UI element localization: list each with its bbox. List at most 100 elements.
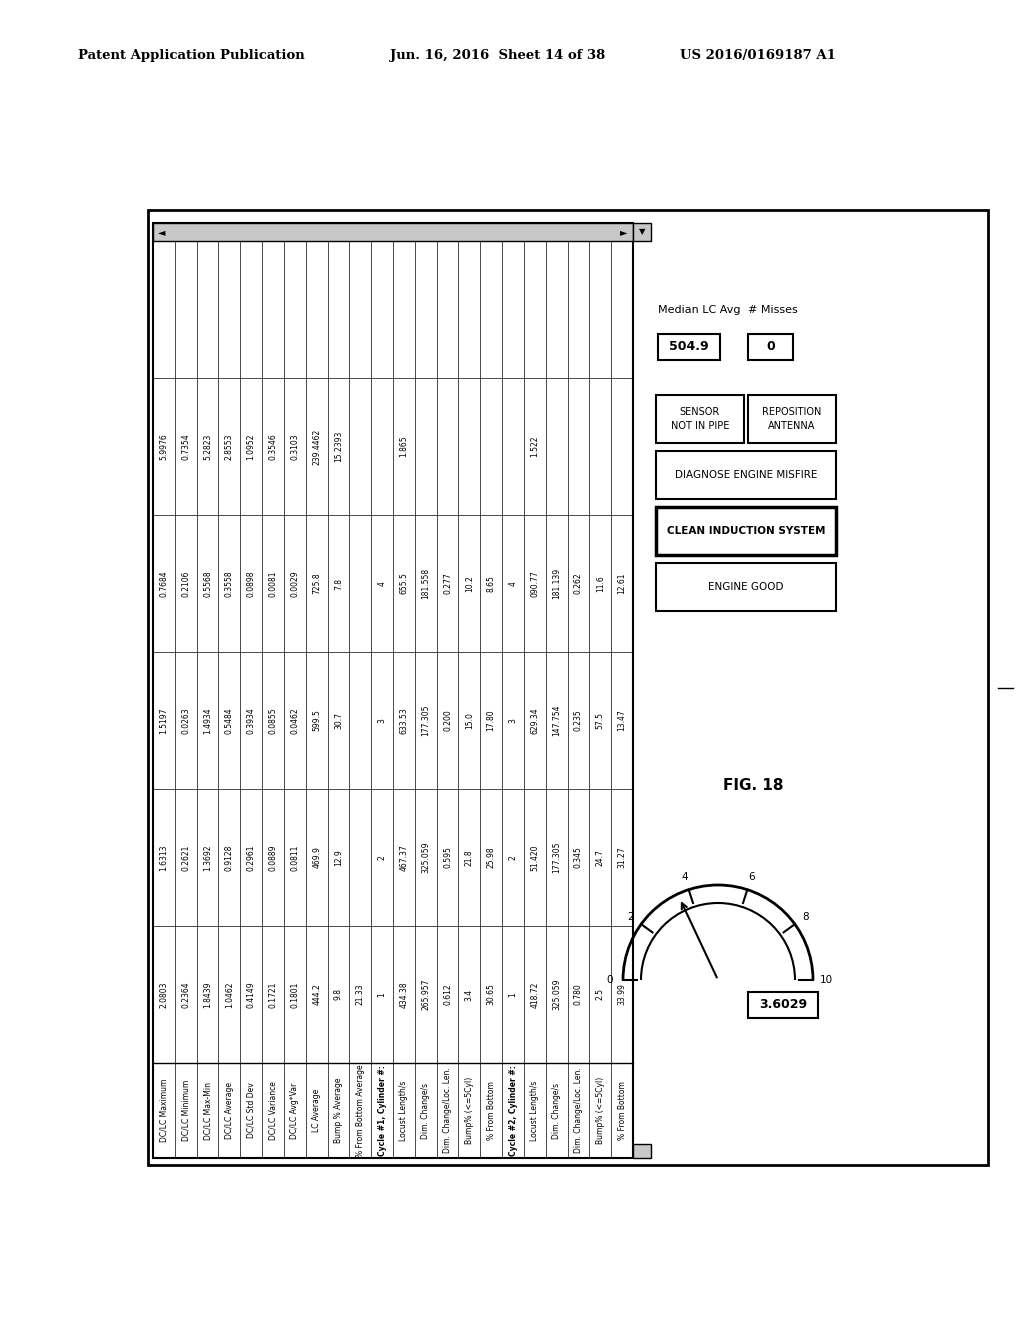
Text: 1.522: 1.522 (530, 436, 540, 457)
Bar (656, 564, 836, 611)
Text: 0.3558: 0.3558 (225, 570, 233, 597)
Text: 0.235: 0.235 (574, 710, 583, 731)
Text: 725.8: 725.8 (312, 573, 322, 594)
Text: 239.4462: 239.4462 (312, 429, 322, 465)
Text: 434.38: 434.38 (399, 981, 409, 1007)
Text: 9.8: 9.8 (334, 989, 343, 1001)
Text: ►: ► (621, 227, 628, 238)
Text: 177.305: 177.305 (421, 705, 430, 737)
Text: 0.5484: 0.5484 (225, 708, 233, 734)
Bar (153, 223, 633, 1158)
Text: 0.2621: 0.2621 (181, 845, 190, 871)
Text: 469.9: 469.9 (312, 846, 322, 869)
Text: Bump % Average: Bump % Average (334, 1077, 343, 1143)
Text: REPOSITION
ANTENNA: REPOSITION ANTENNA (762, 408, 821, 430)
Text: ◄: ◄ (159, 227, 166, 238)
Text: DC/LC Max-Min: DC/LC Max-Min (203, 1081, 212, 1139)
Text: 0.4149: 0.4149 (247, 981, 256, 1007)
Text: Locust Length/s: Locust Length/s (399, 1080, 409, 1140)
Text: 4: 4 (509, 581, 517, 586)
Text: 2: 2 (378, 855, 387, 859)
Text: DC/LC Minimum: DC/LC Minimum (181, 1080, 190, 1140)
Text: 0.3546: 0.3546 (268, 433, 278, 459)
Text: US 2016/0169187 A1: US 2016/0169187 A1 (680, 49, 836, 62)
Text: 0.1801: 0.1801 (291, 981, 299, 1007)
Text: 10: 10 (819, 975, 833, 985)
Text: 265.957: 265.957 (421, 978, 430, 1010)
Text: 0: 0 (607, 975, 613, 985)
Text: 0.3934: 0.3934 (247, 708, 256, 734)
Text: 0.0029: 0.0029 (291, 570, 299, 597)
Text: 0.7354: 0.7354 (181, 433, 190, 459)
Text: 3: 3 (378, 718, 387, 723)
Text: DIAGNOSE ENGINE MISFIRE: DIAGNOSE ENGINE MISFIRE (675, 470, 817, 480)
Text: 0.2961: 0.2961 (247, 845, 256, 871)
Text: 325.059: 325.059 (552, 978, 561, 1010)
Text: 30.65: 30.65 (486, 983, 496, 1006)
Text: FIG. 18: FIG. 18 (723, 777, 783, 792)
Text: 1.5197: 1.5197 (160, 708, 168, 734)
Text: 57.5: 57.5 (596, 711, 605, 729)
Text: 0.595: 0.595 (443, 846, 452, 869)
Text: 4: 4 (378, 581, 387, 586)
Text: 8.65: 8.65 (486, 576, 496, 591)
Text: 2: 2 (628, 912, 634, 921)
Text: 7.8: 7.8 (334, 578, 343, 590)
Text: 0.0855: 0.0855 (268, 708, 278, 734)
Text: 1.6313: 1.6313 (160, 845, 168, 871)
Text: 1.0952: 1.0952 (247, 433, 256, 459)
Text: 3: 3 (509, 718, 517, 723)
Text: Patent Application Publication: Patent Application Publication (78, 49, 305, 62)
Text: 0.345: 0.345 (574, 846, 583, 869)
Text: 5.2823: 5.2823 (203, 433, 212, 459)
Text: 24.7: 24.7 (596, 849, 605, 866)
Text: 12.61: 12.61 (617, 573, 627, 594)
Text: 25.98: 25.98 (486, 846, 496, 869)
Text: 1.8439: 1.8439 (203, 981, 212, 1007)
Text: ▼: ▼ (639, 227, 645, 236)
Bar (153, 223, 633, 242)
Text: 3.6029: 3.6029 (759, 998, 807, 1011)
Bar (633, 1144, 651, 1158)
Text: 2.0803: 2.0803 (160, 981, 168, 1007)
Text: 0.0263: 0.0263 (181, 708, 190, 734)
Text: ENGINE GOOD: ENGINE GOOD (709, 582, 783, 591)
Bar (148, 210, 988, 1166)
Text: 12.9: 12.9 (334, 849, 343, 866)
Text: 21.8: 21.8 (465, 849, 474, 866)
Text: Locust Length/s: Locust Length/s (530, 1080, 540, 1140)
Text: 2: 2 (509, 855, 517, 859)
Text: Bump% (<=5Cyl): Bump% (<=5Cyl) (596, 1077, 605, 1144)
Bar (658, 334, 720, 360)
Text: Bump% (<=5Cyl): Bump% (<=5Cyl) (465, 1077, 474, 1144)
Text: DC/LC Avg*Var: DC/LC Avg*Var (291, 1082, 299, 1139)
Text: Dim. Change/s: Dim. Change/s (552, 1082, 561, 1139)
Text: Median LC Avg: Median LC Avg (658, 305, 740, 315)
Text: % From Bottom: % From Bottom (617, 1081, 627, 1140)
Text: % From Bottom: % From Bottom (486, 1081, 496, 1140)
Text: 0.2106: 0.2106 (181, 570, 190, 597)
Text: 1.865: 1.865 (399, 436, 409, 457)
Text: 0.780: 0.780 (574, 983, 583, 1006)
Text: 33.99: 33.99 (617, 983, 627, 1006)
Text: LC Average: LC Average (312, 1089, 322, 1133)
Bar (656, 507, 836, 554)
Text: 629.34: 629.34 (530, 708, 540, 734)
Text: 181.558: 181.558 (421, 568, 430, 599)
Text: 6: 6 (749, 873, 755, 882)
Text: 8: 8 (802, 912, 809, 921)
Text: DC/LC Maximum: DC/LC Maximum (160, 1078, 168, 1142)
Text: 30.7: 30.7 (334, 711, 343, 729)
Text: 10.2: 10.2 (465, 576, 474, 591)
Text: CLEAN INDUCTION SYSTEM: CLEAN INDUCTION SYSTEM (667, 525, 825, 536)
Text: 0.2364: 0.2364 (181, 981, 190, 1007)
Text: 0.0081: 0.0081 (268, 570, 278, 597)
Text: 0.3103: 0.3103 (291, 433, 299, 459)
Text: Jun. 16, 2016  Sheet 14 of 38: Jun. 16, 2016 Sheet 14 of 38 (390, 49, 605, 62)
Text: 504.9: 504.9 (670, 341, 709, 354)
Bar (748, 334, 793, 360)
Text: 633.53: 633.53 (399, 708, 409, 734)
Text: 1: 1 (378, 993, 387, 997)
Text: 1.3692: 1.3692 (203, 845, 212, 871)
Text: Cycle #1, Cylinder #:: Cycle #1, Cylinder #: (378, 1065, 387, 1156)
